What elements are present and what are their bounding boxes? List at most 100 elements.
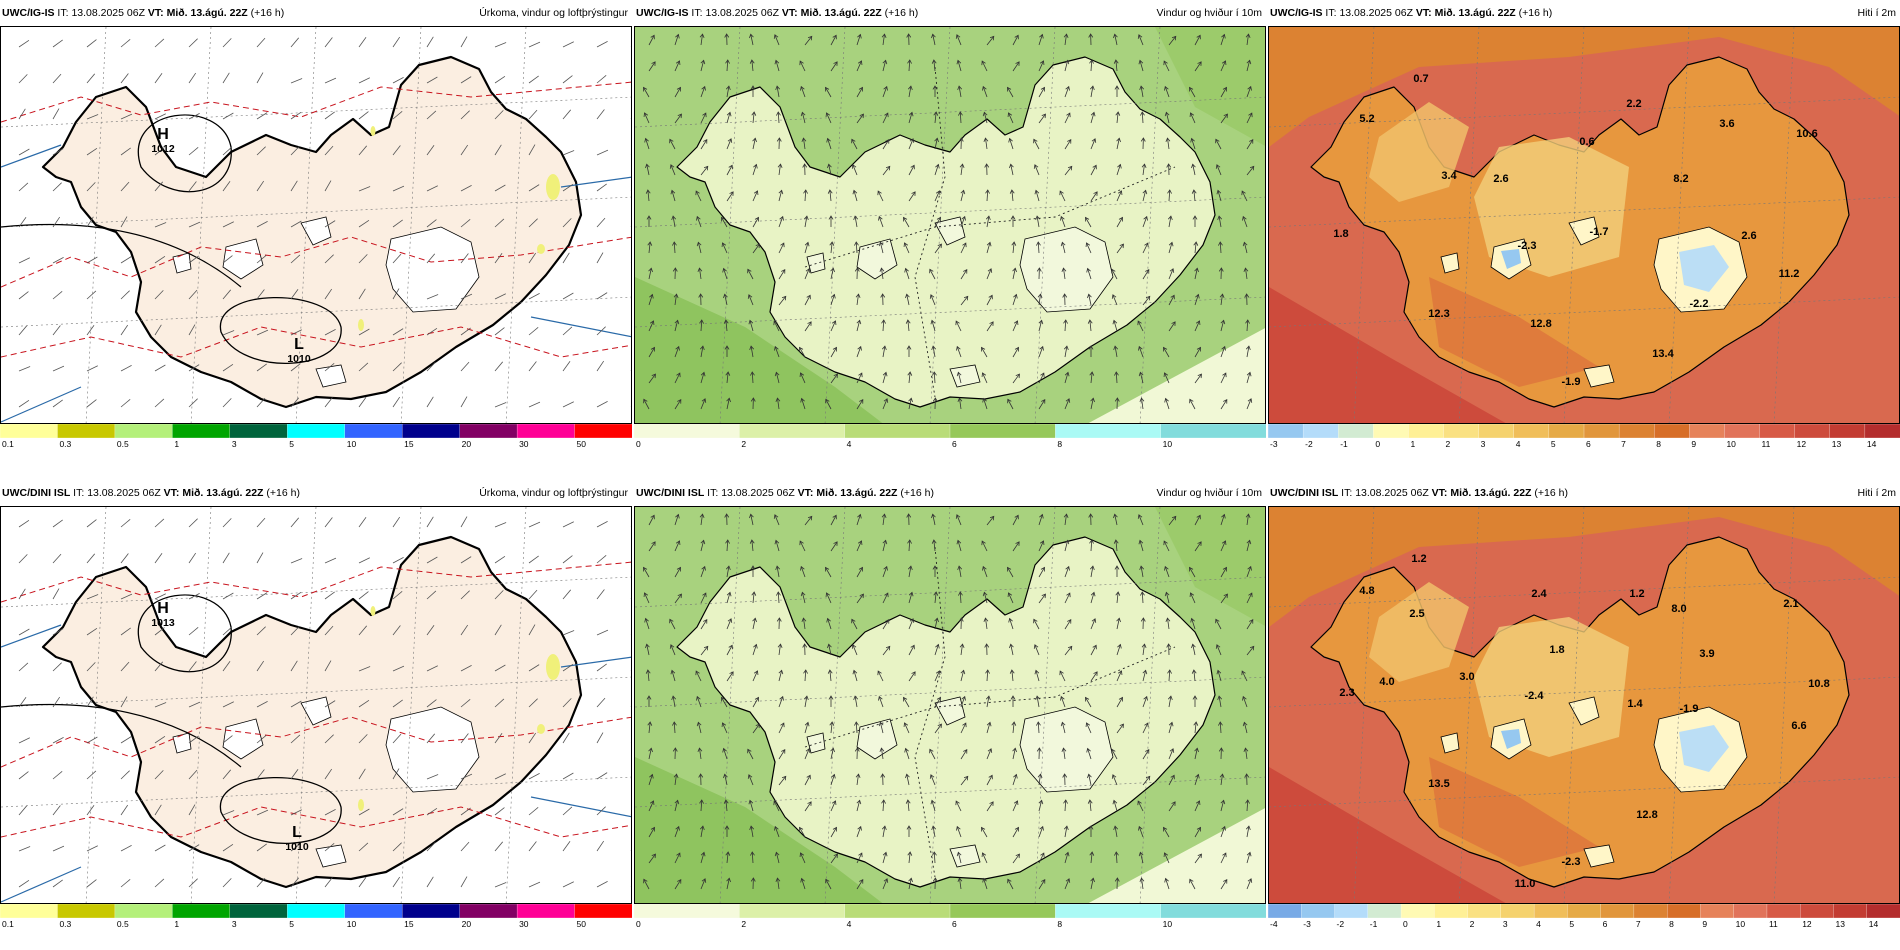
wind-arrow — [726, 591, 732, 604]
wind-arrow — [1062, 293, 1068, 306]
wind-barb — [494, 253, 503, 264]
wind-barb — [222, 330, 235, 336]
wind-arrow — [724, 345, 730, 357]
glacier-outline — [934, 216, 966, 246]
legend-tick-label: 2 — [741, 919, 746, 928]
wind-arrow — [1244, 293, 1250, 306]
wind-arrow — [827, 669, 833, 682]
isobar-line — [220, 776, 342, 844]
wind-arrow — [774, 825, 780, 838]
graticule-line — [1458, 27, 1480, 423]
map-precip[interactable]: H 1012 L 1010 — [0, 26, 632, 424]
wind-arrow — [981, 852, 988, 864]
wind-arrow — [1113, 539, 1119, 552]
wind-barb — [494, 402, 507, 408]
wind-arrow — [1012, 346, 1019, 358]
wind-arrow — [1060, 695, 1066, 708]
wind-barb — [528, 841, 537, 852]
wind-arrow — [774, 539, 780, 552]
wind-arrow — [830, 61, 838, 72]
wind-arrow — [830, 267, 835, 280]
legend-swatch — [516, 904, 576, 919]
wind-barb — [494, 42, 507, 48]
wind-arrow — [830, 826, 837, 838]
wind-arrow — [882, 645, 891, 656]
wind-arrow — [672, 267, 678, 280]
wind-arrow — [1114, 371, 1119, 384]
legend-swatch — [459, 424, 518, 439]
wind-barb — [358, 625, 368, 636]
wind-arrow — [853, 695, 859, 708]
wind-arrow — [1137, 34, 1144, 46]
wind-barb — [52, 879, 63, 888]
wind-arrow — [829, 241, 835, 254]
wind-barb — [460, 698, 471, 708]
wind-arrow — [696, 215, 702, 228]
wind-barb — [18, 74, 28, 84]
front-line — [1, 386, 82, 423]
wind-arrow — [1220, 33, 1226, 46]
graticule-line — [1668, 507, 1690, 903]
legend-swatch — [1513, 424, 1550, 439]
wind-arrow — [932, 877, 938, 890]
wind-arrow — [907, 371, 913, 384]
wind-arrow — [674, 566, 681, 578]
wind-arrow — [1008, 137, 1014, 150]
wind-arrow — [774, 59, 780, 72]
wind-barb — [562, 732, 570, 744]
wind-barb — [18, 291, 29, 300]
legend-swatch — [459, 904, 518, 919]
wind-barb — [52, 662, 62, 672]
wind-arrow — [958, 591, 963, 604]
legend-tick-label: 11 — [1769, 919, 1778, 928]
legend-swatch — [1443, 424, 1480, 439]
wind-arrow — [1062, 773, 1068, 786]
wind-barb — [392, 185, 405, 192]
wind-arrow — [1142, 189, 1148, 202]
wind-arrow — [856, 825, 862, 838]
wind-arrow — [905, 773, 910, 786]
wind-barb — [494, 522, 507, 528]
wind-arrow — [672, 747, 678, 760]
wind-arrow — [879, 267, 885, 280]
legend-tick-label: -1 — [1340, 439, 1348, 448]
wind-arrow — [648, 34, 655, 46]
wind-barb — [86, 553, 96, 564]
map-temp[interactable]: 0.7 5.2 2.2 0.6 3.6 10.6 3.4 2.6 8.2 -1.7 1.8 -2.3 2… — [1268, 26, 1900, 424]
region-border — [914, 546, 946, 878]
legend-swatch — [1301, 904, 1336, 919]
wind-barb — [290, 558, 303, 564]
wind-barb — [596, 881, 608, 888]
legend-tick-label: 3 — [1503, 919, 1508, 928]
wind-arrow — [1038, 319, 1044, 332]
wind-arrow — [986, 294, 993, 306]
wind-arrow — [799, 372, 806, 384]
wind-arrow — [674, 799, 680, 812]
map-wind[interactable] — [634, 26, 1266, 424]
graticule-line — [1668, 27, 1690, 423]
wind-arrow — [700, 619, 708, 630]
wind-arrow — [881, 799, 886, 812]
wind-barb — [52, 365, 65, 372]
legend-tick-label: -4 — [1270, 919, 1278, 928]
legend-tick-label: -1 — [1370, 919, 1378, 928]
legend-tick-label: 14 — [1867, 439, 1877, 448]
wind-arrow — [802, 163, 808, 176]
wind-arrow — [1008, 617, 1014, 630]
wind-barb — [86, 39, 97, 48]
wind-arrow — [726, 191, 734, 202]
map-wind[interactable] — [634, 506, 1266, 904]
temp-warm-sea — [1269, 507, 1899, 627]
wind-barb — [528, 326, 539, 336]
glacier-outline — [172, 252, 192, 274]
wind-arrow — [1194, 773, 1200, 786]
wind-arrow — [982, 591, 988, 604]
wind-barb — [154, 222, 167, 228]
wind-barb — [52, 73, 62, 84]
map-temp[interactable]: 1.2 4.8 2.5 2.4 1.2 8.0 2.1 1.8 3.9 4.0 3.0 2.3 -2.4… — [1268, 506, 1900, 904]
wind-arrow — [1192, 695, 1198, 707]
map-precip[interactable]: H 1013 L 1010 — [0, 506, 632, 904]
wind-arrow — [1165, 617, 1171, 630]
wind-arrow — [906, 33, 912, 46]
isobar-line — [220, 296, 342, 364]
